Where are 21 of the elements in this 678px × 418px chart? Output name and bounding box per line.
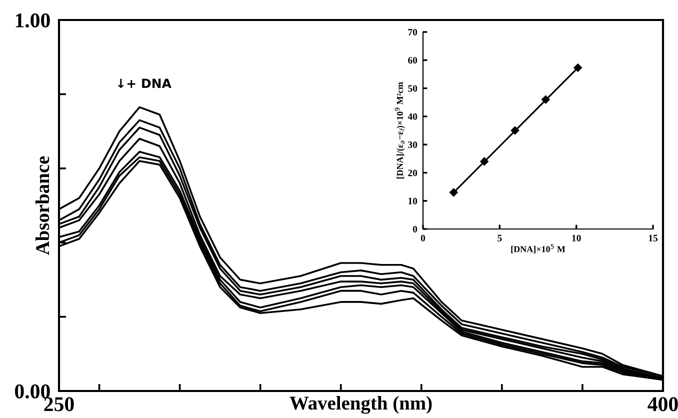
- y-tick-label: 10: [408, 198, 418, 204]
- y-axis-title: Absorbance: [35, 156, 50, 256]
- x-tick-label: 15: [648, 234, 658, 242]
- y-tick-label: 40: [408, 113, 418, 120]
- y-tick-label: 60: [408, 57, 418, 64]
- y-tick-label: 50: [408, 85, 418, 92]
- x-tick-label: 5: [498, 234, 502, 242]
- y-tick-label: 70: [408, 28, 418, 36]
- x-axis-title: [DNA]×10$^{5}$ M: [511, 244, 566, 254]
- y-tick-label: 20: [408, 170, 418, 176]
- y-tick-label: 0: [412, 226, 418, 232]
- x-tick-label: 10: [572, 234, 581, 242]
- y-axis-title: [DNA]/(ε$_{a}$−ε$_{f}$)×10$^{9}$ M²cm: [394, 82, 405, 178]
- x-axis-title: Wavelength (nm): [290, 396, 432, 414]
- x-tick-label: 400: [648, 397, 678, 412]
- y-tick-label: 0.00: [15, 384, 50, 399]
- x-tick-label: 250: [44, 397, 74, 412]
- annotation: ↓+ DNA: [118, 78, 172, 88]
- y-tick-label: 30: [408, 141, 418, 148]
- x-tick-label: 0: [420, 234, 426, 242]
- y-tick-label: 1.00: [16, 13, 50, 28]
